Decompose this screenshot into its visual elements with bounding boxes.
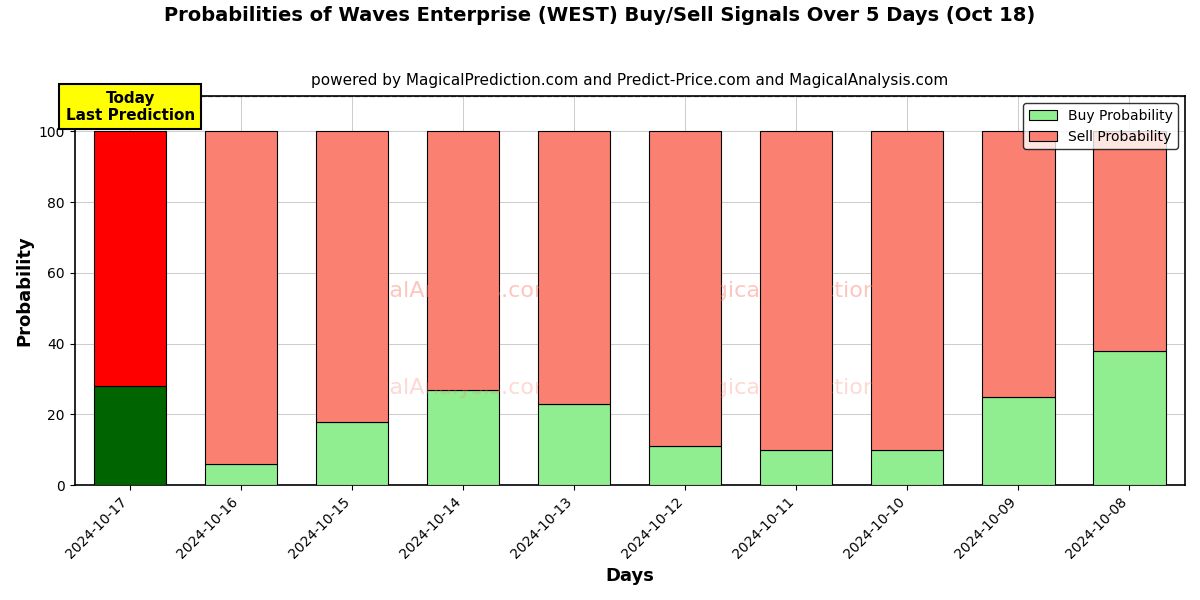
Bar: [539, 131, 611, 404]
Bar: [871, 450, 943, 485]
Bar: [1093, 131, 1165, 351]
Bar: [94, 131, 167, 386]
Bar: [871, 131, 943, 450]
Bar: [761, 450, 833, 485]
Bar: [427, 131, 499, 389]
Bar: [205, 464, 277, 485]
Text: Today
Last Prediction: Today Last Prediction: [66, 91, 194, 123]
Bar: [539, 404, 611, 485]
Bar: [983, 131, 1055, 397]
Text: MagicalPrediction.com: MagicalPrediction.com: [683, 378, 932, 398]
Bar: [761, 131, 833, 450]
Legend: Buy Probability, Sell Probability: Buy Probability, Sell Probability: [1024, 103, 1178, 149]
Bar: [649, 446, 721, 485]
Title: powered by MagicalPrediction.com and Predict-Price.com and MagicalAnalysis.com: powered by MagicalPrediction.com and Pre…: [311, 73, 948, 88]
Text: MagicalPrediction.com: MagicalPrediction.com: [683, 281, 932, 301]
Bar: [316, 422, 389, 485]
Y-axis label: Probability: Probability: [16, 235, 34, 346]
Bar: [649, 131, 721, 446]
Bar: [1093, 351, 1165, 485]
Text: MagicalAnalysis.com: MagicalAnalysis.com: [325, 378, 557, 398]
Text: MagicalAnalysis.com: MagicalAnalysis.com: [325, 281, 557, 301]
Bar: [427, 389, 499, 485]
Bar: [316, 131, 389, 422]
Bar: [94, 386, 167, 485]
Bar: [983, 397, 1055, 485]
Bar: [205, 131, 277, 464]
X-axis label: Days: Days: [605, 567, 654, 585]
Text: Probabilities of Waves Enterprise (WEST) Buy/Sell Signals Over 5 Days (Oct 18): Probabilities of Waves Enterprise (WEST)…: [164, 6, 1036, 25]
